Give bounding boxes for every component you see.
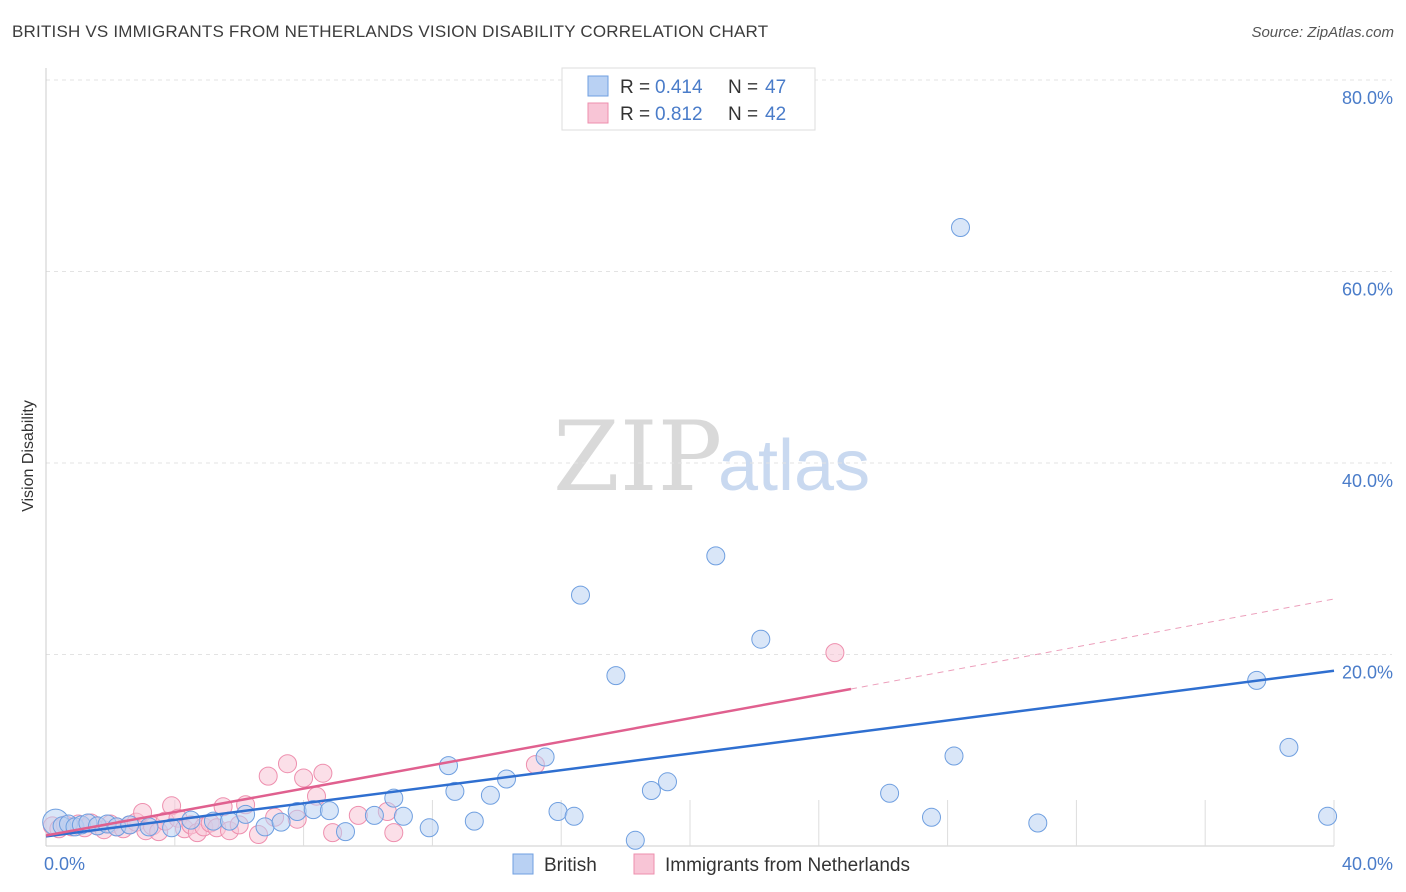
top-legend: R = 0.414 N = 47 R = 0.812 N = 42: [561, 67, 816, 131]
point-british: [880, 783, 900, 803]
bottom-legend: British Immigrants from Netherlands: [512, 853, 910, 876]
legend-netherlands-r-value: 0.812: [655, 104, 703, 125]
y-axis-label: Vision Disability: [20, 400, 37, 512]
watermark-atlas: atlas: [718, 426, 870, 506]
trend-line-british: [45, 669, 1335, 838]
point-british: [535, 747, 555, 767]
point-british: [564, 806, 584, 826]
point-british: [439, 756, 458, 776]
point-netherlands: [258, 766, 278, 786]
trend-extension-netherlands: [850, 598, 1335, 690]
legend-swatch-british: [587, 75, 609, 97]
point-netherlands: [313, 763, 333, 783]
point-british: [1028, 813, 1048, 833]
point-british: [139, 817, 159, 837]
point-netherlands: [825, 643, 845, 663]
legend-british-r-label: R =: [620, 77, 650, 98]
watermark-zip: ZIP: [553, 401, 722, 513]
point-british: [464, 811, 484, 831]
point-british: [419, 818, 439, 838]
legend-british-n-label: N =: [728, 77, 758, 98]
legend-british-n-value: 47: [765, 77, 786, 98]
grid-layer: [46, 79, 1392, 655]
y-tick-label: 80.0%: [1342, 88, 1393, 108]
trend-lines: [45, 598, 1335, 838]
point-british: [336, 822, 355, 842]
legend-netherlands-n-label: N =: [728, 104, 758, 125]
legend-netherlands-r-label: R =: [620, 104, 650, 125]
series-british-points: [42, 218, 1338, 850]
point-british: [319, 801, 339, 821]
point-netherlands: [294, 768, 314, 788]
point-british: [625, 830, 645, 850]
point-british: [445, 781, 465, 801]
point-british: [571, 585, 590, 605]
point-british: [1279, 737, 1299, 757]
point-british: [641, 781, 661, 800]
point-netherlands: [384, 823, 404, 843]
legend-netherlands-n-value: 42: [765, 104, 786, 125]
point-british: [255, 817, 275, 837]
source-label: Source: ZipAtlas.com: [1251, 24, 1394, 41]
point-british: [364, 805, 384, 825]
point-british: [944, 746, 964, 766]
point-british: [162, 818, 182, 838]
bottom-legend-swatch-british: [512, 853, 534, 875]
x-tick-labels: 0.0% 40.0%: [44, 854, 1393, 874]
trend-line-netherlands: [45, 687, 852, 837]
bottom-legend-swatch-netherlands: [633, 853, 655, 875]
y-tick-labels: 80.0% 60.0% 40.0% 20.0%: [1342, 88, 1393, 683]
point-netherlands: [278, 754, 297, 774]
y-tick-label: 20.0%: [1342, 663, 1393, 683]
point-british: [384, 788, 404, 808]
point-british: [393, 806, 413, 826]
bottom-legend-british-label: British: [544, 855, 597, 876]
bottom-legend-netherlands-label: Immigrants from Netherlands: [665, 855, 910, 876]
point-british: [922, 807, 941, 827]
legend-british-r-value: 0.414: [655, 77, 703, 98]
point-british: [606, 666, 626, 686]
chart-title: BRITISH VS IMMIGRANTS FROM NETHERLANDS V…: [12, 22, 769, 41]
point-british: [706, 546, 726, 566]
x-tick-label: 0.0%: [44, 854, 85, 874]
legend-swatch-netherlands: [587, 102, 609, 124]
point-british: [271, 812, 291, 832]
point-british: [951, 218, 970, 237]
point-british: [658, 772, 677, 792]
point-british: [1318, 806, 1338, 826]
point-british: [751, 629, 771, 649]
y-tick-label: 40.0%: [1342, 471, 1393, 491]
point-british: [480, 785, 500, 805]
point-british: [236, 804, 256, 824]
y-tick-label: 60.0%: [1342, 280, 1393, 300]
point-netherlands: [348, 805, 368, 825]
x-tick-label: 40.0%: [1342, 854, 1393, 874]
point-british: [181, 810, 201, 830]
point-british: [548, 802, 568, 821]
